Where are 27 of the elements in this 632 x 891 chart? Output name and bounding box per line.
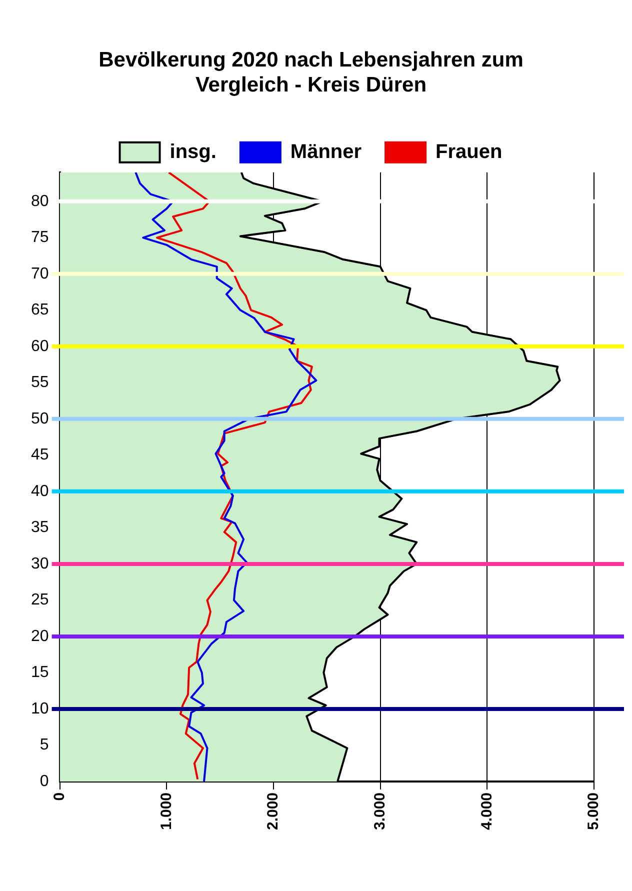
y-tick-label: 55 [31, 374, 49, 392]
y-tick-label: 20 [31, 628, 49, 645]
legend-label: insg. [170, 140, 216, 163]
y-tick-label: 0 [40, 772, 49, 790]
y-tick-label: 30 [31, 555, 49, 572]
y-tick-label: 25 [31, 592, 49, 609]
y-tick-label: 65 [31, 302, 49, 319]
y-tick-label: 70 [31, 265, 49, 282]
y-tick-label: 80 [31, 192, 49, 210]
y-tick-label: 15 [31, 664, 49, 682]
x-tick-label: 3.000 [371, 792, 388, 830]
y-tick-label: 50 [31, 410, 49, 428]
y-tick-label: 60 [31, 338, 49, 355]
y-tick-label: 5 [40, 736, 49, 754]
legend-label: Frauen [436, 140, 502, 163]
x-tick-label: 2.000 [264, 792, 282, 830]
y-tick-label: 40 [31, 482, 49, 500]
legend-label: Männer [290, 140, 362, 163]
y-tick-label: 35 [31, 519, 49, 536]
x-tick-label: 0 [50, 792, 68, 801]
y-tick-label: 10 [31, 700, 49, 718]
y-tick-label: 75 [31, 229, 49, 246]
y-tick-label: 45 [31, 446, 49, 464]
x-tick-label: 1.000 [158, 792, 175, 830]
chart-title: Bevölkerung 2020 nach Lebensjahren zum Vergleich - Kreis Düren [98, 48, 524, 97]
x-tick-label: 5.000 [585, 792, 602, 830]
x-tick-label: 4.000 [478, 792, 496, 830]
